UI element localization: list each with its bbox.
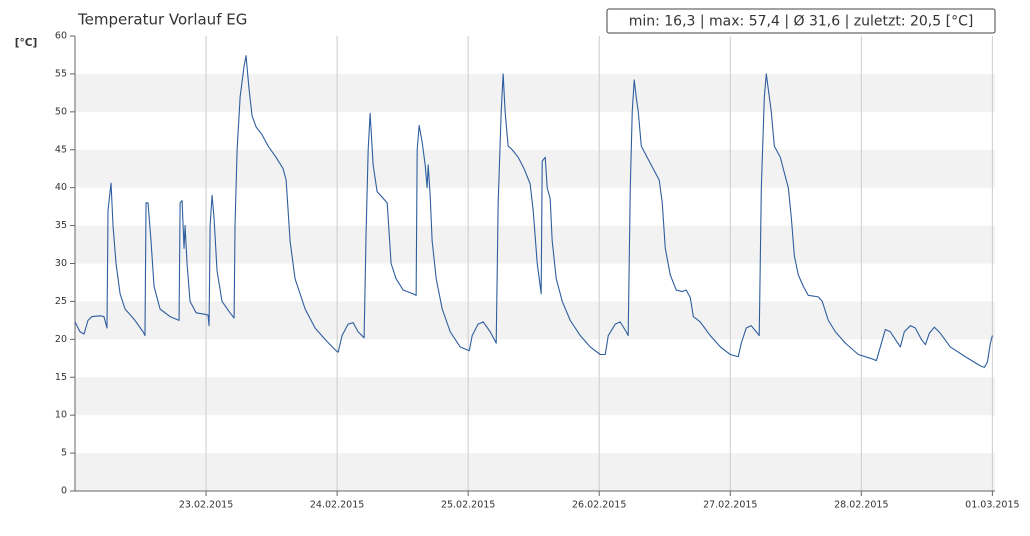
grid-band: [75, 453, 995, 491]
summary: min: 16,3 | max: 57,4 | Ø 31,6 | zuletzt…: [629, 14, 974, 30]
y-tick-label: 35: [55, 220, 67, 231]
x-tick-label: 28.02.2015: [834, 500, 888, 511]
y-tick-label: 20: [55, 334, 67, 345]
y-tick-label: 45: [55, 144, 67, 155]
chart-title: Temperatur Vorlauf EG: [77, 11, 247, 29]
grid-band: [75, 149, 995, 188]
y-tick-label: 5: [61, 448, 67, 459]
y-tick-label: 55: [55, 68, 67, 79]
y-tick-label: 40: [55, 182, 67, 193]
x-tick-label: 25.02.2015: [441, 500, 495, 511]
y-tick-label: 30: [55, 258, 67, 269]
y-axis-label: [°C]: [15, 37, 38, 49]
grid-band: [75, 377, 995, 416]
bands: [75, 73, 995, 491]
y-tick-label: 25: [55, 296, 67, 307]
grid-band: [75, 73, 995, 112]
marks: [74, 55, 993, 368]
y-tick-label: 10: [55, 410, 67, 421]
summary-box: [606, 8, 996, 34]
x-tick-label: 01.03.2015: [965, 500, 1019, 511]
x-tick-label: 26.02.2015: [572, 500, 626, 511]
x-tick-label: 27.02.2015: [703, 500, 757, 511]
grid-band: [75, 301, 995, 340]
y-tick-label: 15: [55, 372, 67, 383]
x-tick-label: 23.02.2015: [179, 500, 233, 511]
data-line: [74, 55, 993, 368]
y-tick-label: 0: [61, 486, 67, 497]
y-tick-label: 50: [55, 106, 67, 117]
y-tick-label: 60: [55, 31, 67, 42]
grid: [70, 35, 995, 496]
labels: 0 5 10 15 20 25 30 35 40 45 50 55 60 23.02.2015 24.02.…: [55, 31, 1020, 511]
x-tick-label: 24.02.2015: [310, 500, 364, 511]
